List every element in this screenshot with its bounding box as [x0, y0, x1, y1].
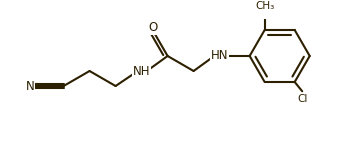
- Text: NH: NH: [133, 65, 150, 77]
- Text: N: N: [25, 79, 34, 93]
- Text: O: O: [148, 21, 157, 34]
- Text: HN: HN: [211, 49, 228, 63]
- Text: CH₃: CH₃: [255, 1, 274, 11]
- Text: Cl: Cl: [297, 94, 308, 104]
